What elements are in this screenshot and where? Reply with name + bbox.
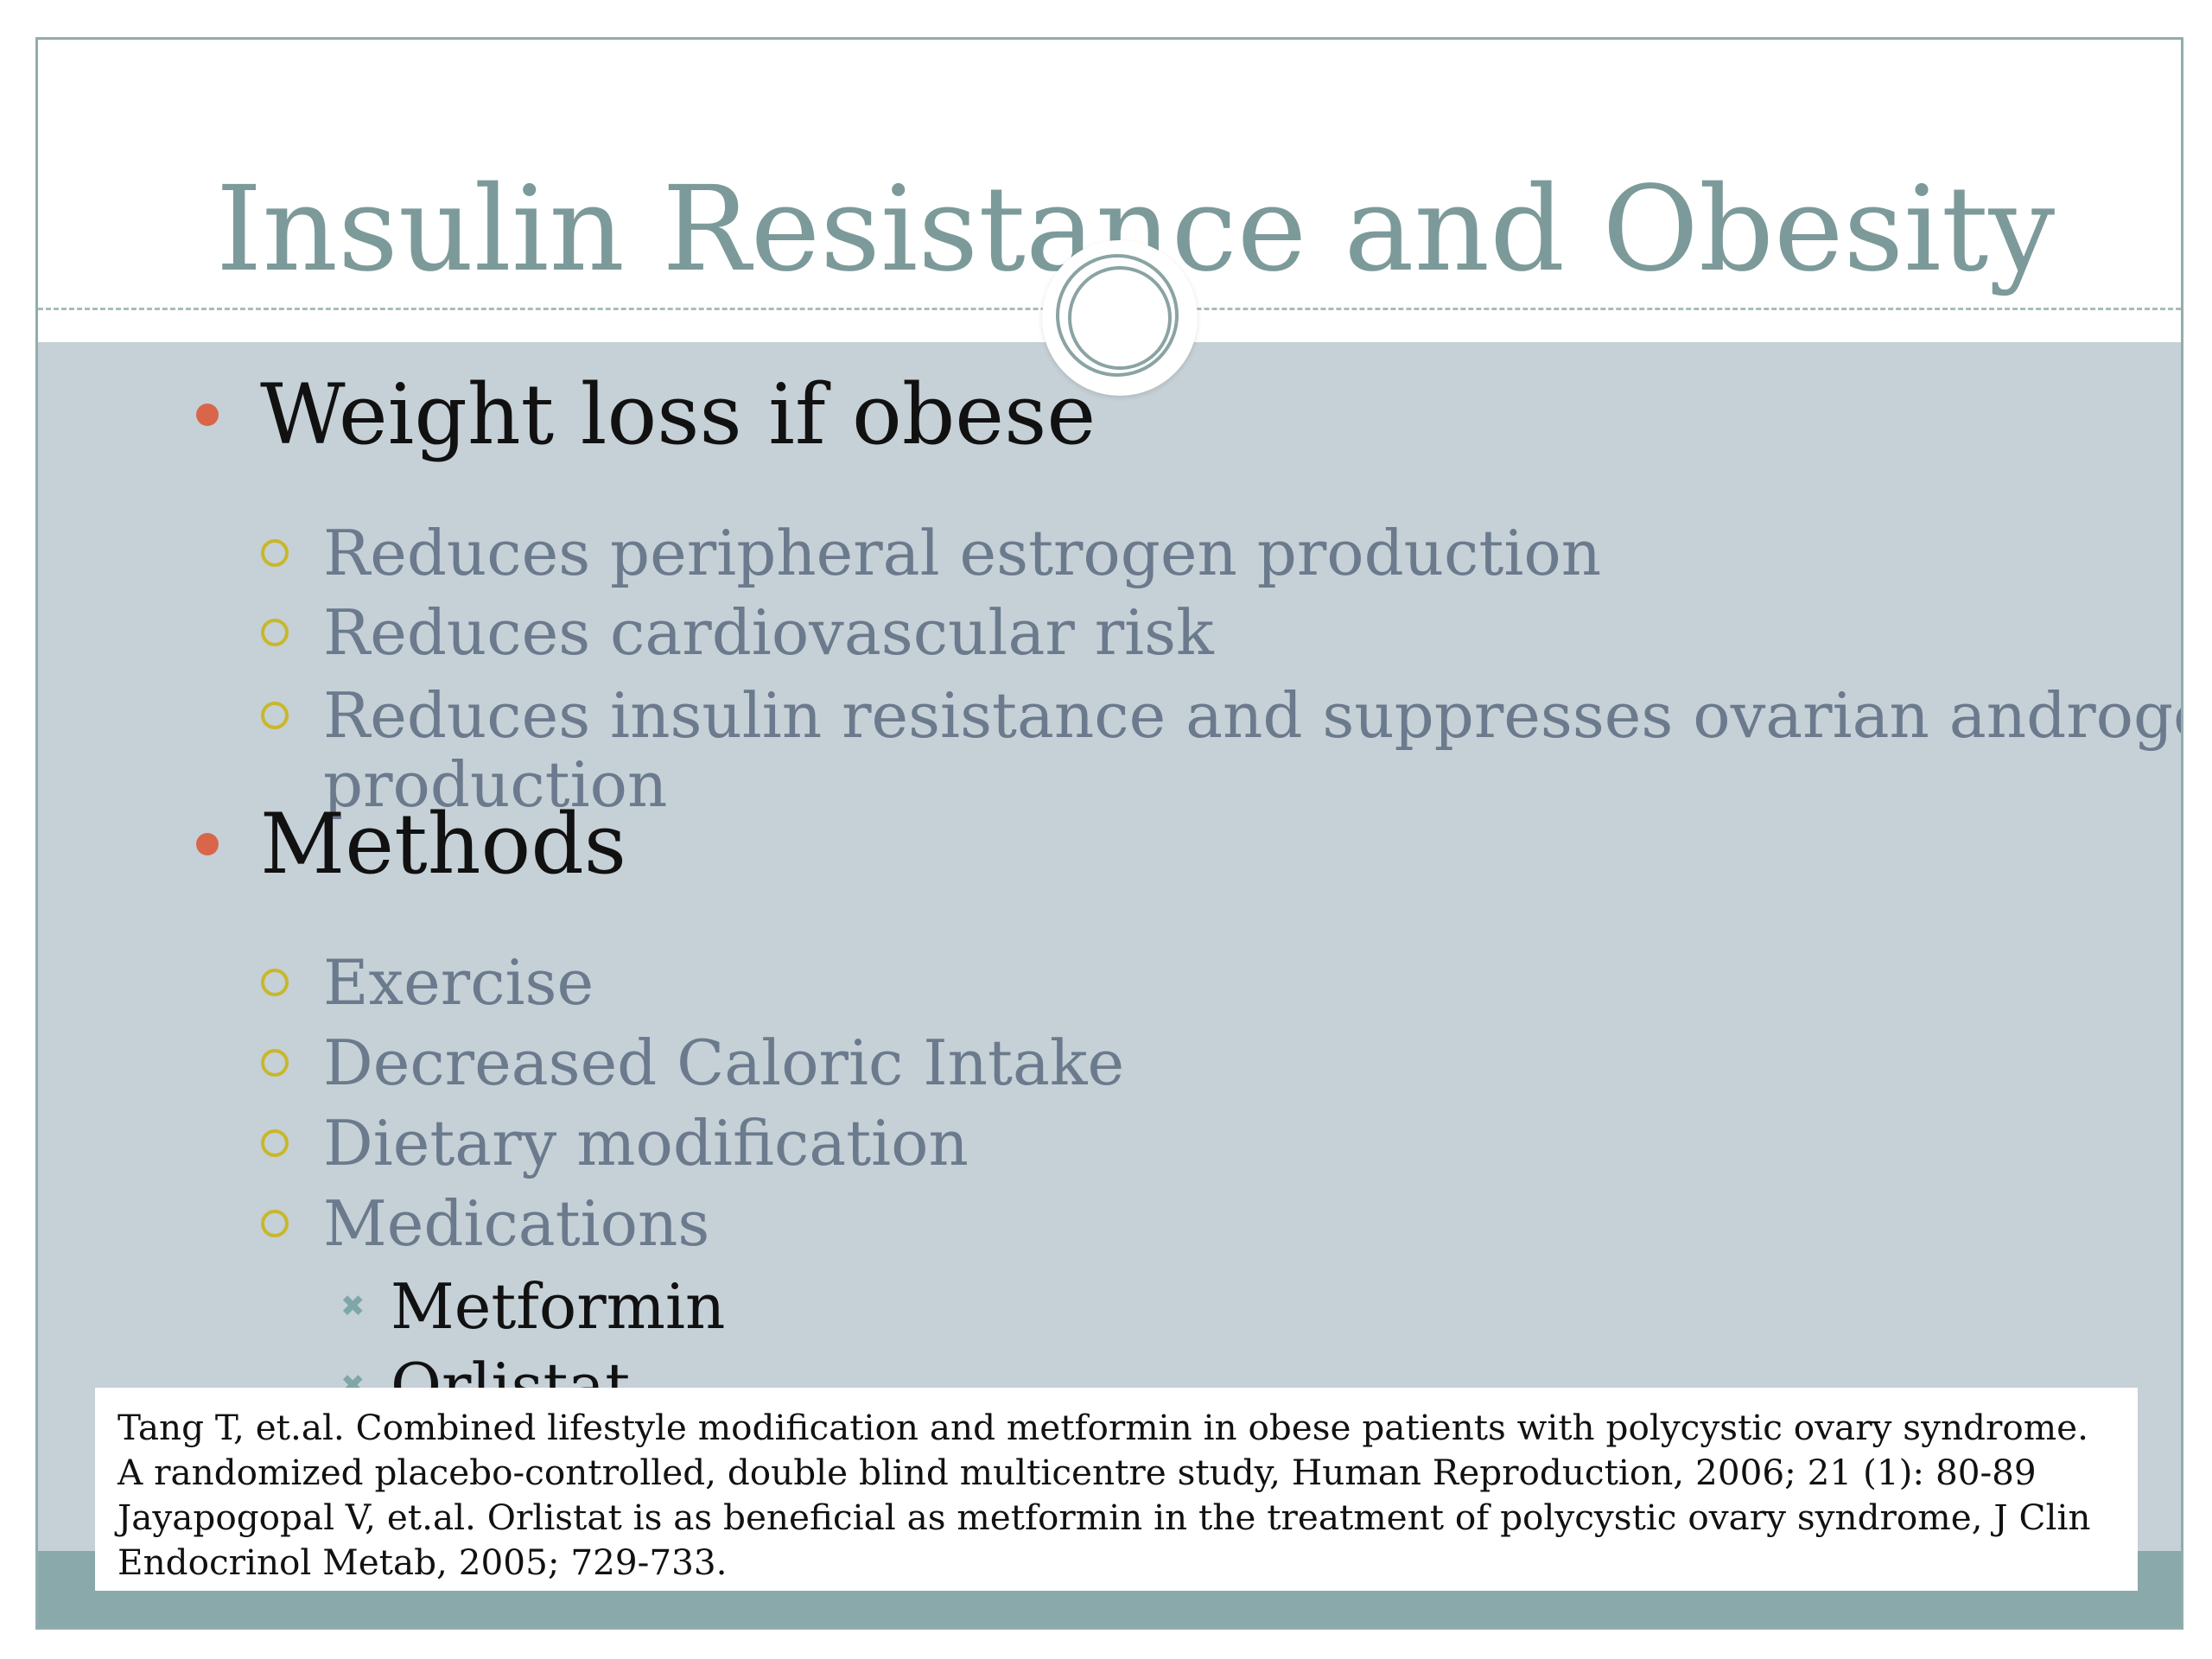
bullet-methods: Methods bbox=[196, 803, 626, 886]
bullet-dot-icon bbox=[196, 404, 219, 426]
sub-bullet: Reduces cardiovascular risk bbox=[261, 598, 1214, 667]
circle-bullet-icon bbox=[261, 539, 289, 567]
slide-content: Weight loss if obese Reduces peripheral … bbox=[38, 40, 2181, 1627]
reference-line: A randomized placebo-controlled, double … bbox=[118, 1452, 2037, 1493]
bullet-text: Weight loss if obese bbox=[260, 366, 1096, 463]
circle-bullet-icon bbox=[261, 969, 289, 996]
references-box: Tang T, et.al. Combined lifestyle modifi… bbox=[95, 1388, 2138, 1591]
circle-bullet-icon bbox=[261, 1210, 289, 1237]
circle-bullet-icon bbox=[261, 702, 289, 729]
reference-line: Endocrinol Metab, 2005; 729-733. bbox=[118, 1541, 728, 1583]
sub-bullet: Medications bbox=[261, 1189, 709, 1258]
bullet-weight-loss: Weight loss if obese bbox=[196, 373, 1096, 456]
reference-line: Jayapogopal V, et.al. Orlistat is as ben… bbox=[118, 1497, 2091, 1538]
x-bullet-icon: ✖ bbox=[340, 1289, 365, 1324]
reference-line: Tang T, et.al. Combined lifestyle modifi… bbox=[118, 1407, 2088, 1448]
circle-bullet-icon bbox=[261, 1049, 289, 1077]
decorative-ring-icon bbox=[1042, 240, 1198, 396]
bullet-dot-icon bbox=[196, 833, 219, 855]
circle-bullet-icon bbox=[261, 1129, 289, 1157]
sub-bullet: Reduces peripheral estrogen production bbox=[261, 518, 1601, 588]
slide: Insulin Resistance and Obesity Weight lo… bbox=[35, 37, 2183, 1630]
sub-sub-bullet: ✖ Metformin bbox=[340, 1270, 726, 1343]
circle-bullet-icon bbox=[261, 619, 289, 646]
sub-bullet: Decreased Caloric Intake bbox=[261, 1028, 1124, 1097]
sub-bullet: Exercise bbox=[261, 948, 594, 1017]
sub-bullet: Reduces insulin resistance and suppresse… bbox=[261, 681, 2181, 750]
bullet-text: Methods bbox=[260, 796, 627, 893]
sub-bullet: Dietary modification bbox=[261, 1109, 969, 1178]
sub-bullet-continuation: production bbox=[323, 748, 668, 821]
